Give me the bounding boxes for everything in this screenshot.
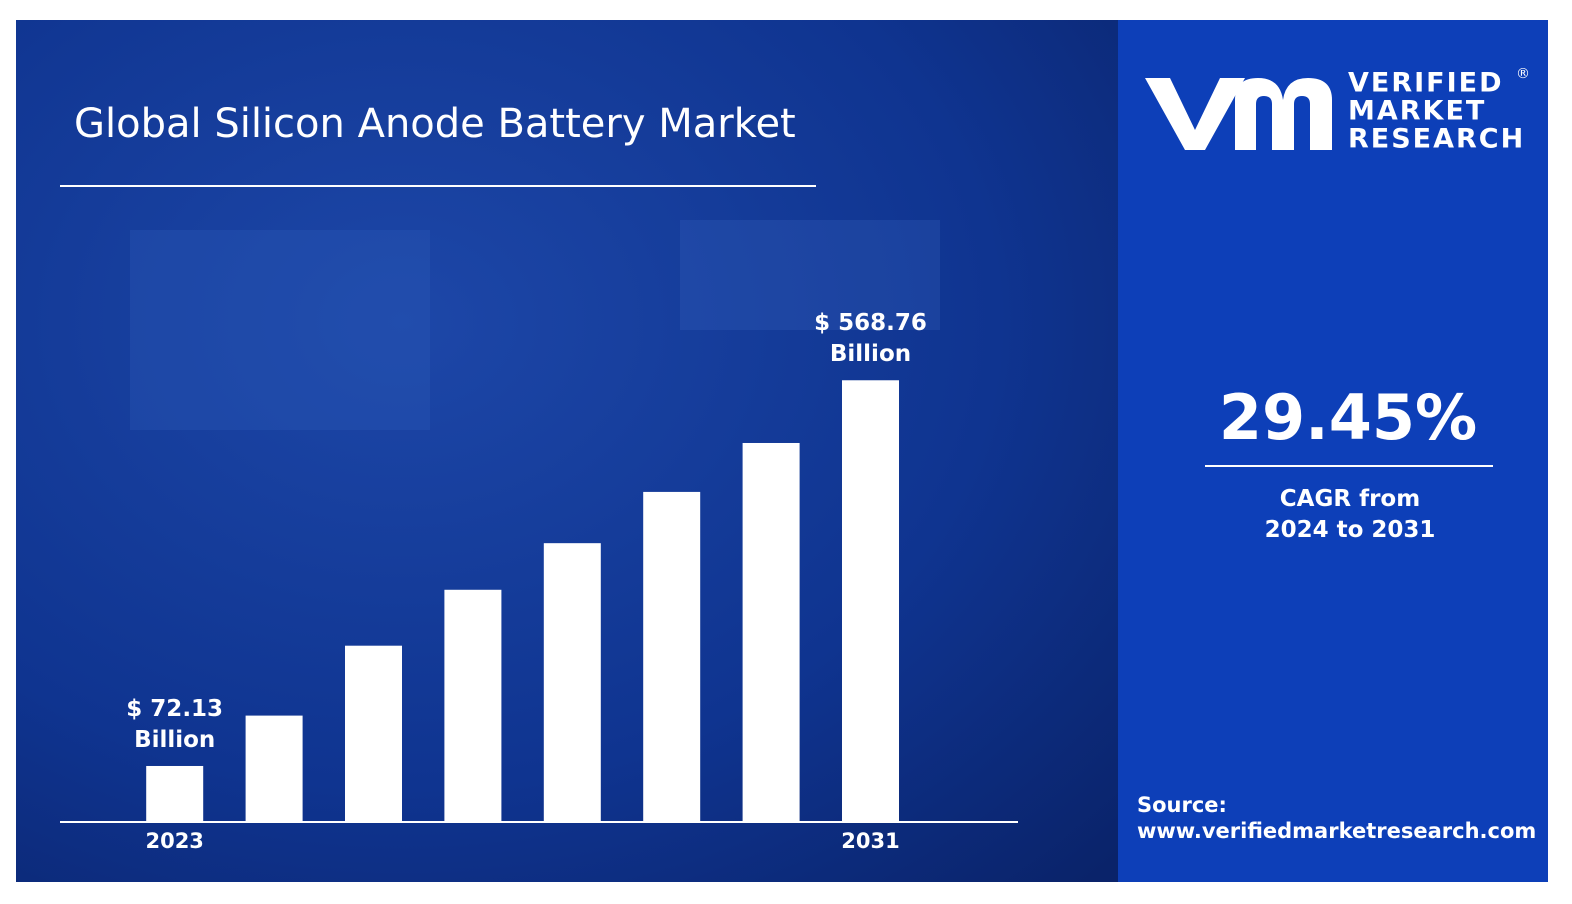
- bar: [842, 380, 899, 822]
- value-label: $ 568.76 Billion: [814, 310, 927, 368]
- bar: [345, 645, 402, 822]
- brand-text: MARKET: [1348, 96, 1486, 127]
- bar: [742, 442, 800, 822]
- background-shape: [680, 220, 940, 330]
- cagr-label: CAGR from 2024 to 2031: [1264, 486, 1436, 543]
- bar: [146, 765, 204, 822]
- background-shape: [130, 230, 430, 430]
- value-label: $ 72.13 Billion: [126, 695, 224, 753]
- right-panel: [1118, 20, 1548, 882]
- bar: [444, 589, 502, 822]
- source-label: Source:: [1137, 793, 1227, 817]
- x-tick-label: 2023: [145, 829, 203, 853]
- cagr-value: 29.45%: [1219, 381, 1477, 454]
- chart-title: Global Silicon Anode Battery Market: [74, 101, 796, 147]
- bar: [245, 715, 303, 822]
- bar: [543, 543, 601, 822]
- brand-text: RESEARCH: [1348, 124, 1525, 155]
- x-tick-label: 2031: [841, 829, 899, 853]
- brand-mark: ®: [1516, 66, 1530, 82]
- source-url: www.verifiedmarketresearch.com: [1137, 819, 1536, 843]
- logo-m: [1235, 78, 1332, 150]
- logo-v: [1145, 78, 1245, 150]
- brand-text: VERIFIED: [1348, 68, 1504, 99]
- bar: [643, 491, 701, 822]
